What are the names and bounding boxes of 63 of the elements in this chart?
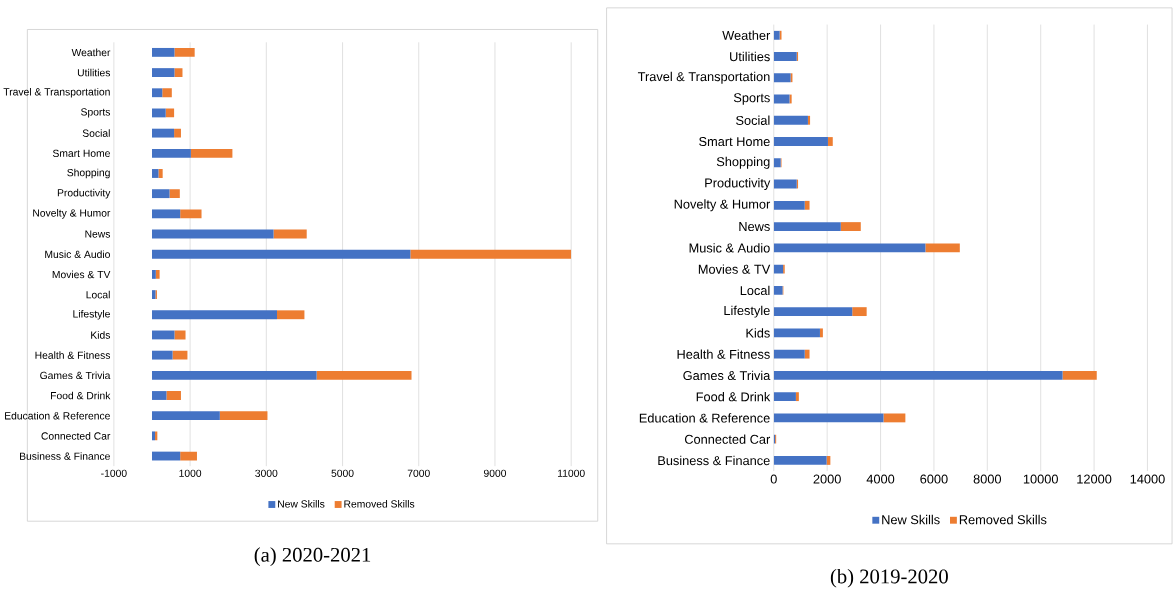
text: (b) 2019-2020 xyxy=(830,568,948,588)
y-tick-label: Connected Car xyxy=(41,432,111,440)
x-tick-label: 11000 xyxy=(557,469,585,477)
y-tick-label: Shopping xyxy=(67,168,110,179)
y-tick-label: Travel & Transportation xyxy=(3,87,110,98)
y-tick-label: News xyxy=(85,230,111,238)
x-tick-label: 2000 xyxy=(813,474,841,484)
y-tick-label: Business & Finance xyxy=(658,455,770,466)
y-tick-label: Education & Reference xyxy=(639,413,770,423)
y-tick-label: News xyxy=(739,222,770,232)
x-tick-label: 3000 xyxy=(255,469,278,477)
y-tick-label: Games & Trivia xyxy=(683,370,771,381)
legend-label: New Skills xyxy=(278,500,325,508)
y-tick-label: Smart Home xyxy=(699,137,770,147)
x-tick-label: 10000 xyxy=(1023,474,1058,484)
y-tick-label: Social xyxy=(82,129,110,137)
y-tick-label: Music & Audio xyxy=(45,250,110,259)
y-tick-label: Utilities xyxy=(730,51,770,62)
y-tick-label: Health & Fitness xyxy=(35,351,111,359)
y-tick-label: Local xyxy=(86,290,110,299)
y-tick-label: Movies & TV xyxy=(52,270,111,279)
x-tick-label: 5000 xyxy=(331,469,354,477)
y-tick-label: Games & Trivia xyxy=(40,371,111,380)
legend-label: New Skills xyxy=(882,514,940,525)
y-tick-label: Smart Home xyxy=(52,149,110,157)
y-tick-label: Weather xyxy=(722,30,771,40)
x-tick-label: 0 xyxy=(770,474,777,484)
legend-label: Removed Skills xyxy=(344,500,415,508)
y-tick-label: Kids xyxy=(91,331,111,339)
x-tick-label: -1000 xyxy=(101,469,127,477)
x-tick-label: 14000 xyxy=(1130,474,1165,484)
y-tick-label: Sports xyxy=(733,93,770,105)
y-tick-label: Education & Reference xyxy=(5,411,110,420)
x-tick-label: 8000 xyxy=(973,474,1002,484)
y-tick-label: Health & Fitness xyxy=(677,349,770,359)
y-tick-label: Novelty & Humor xyxy=(33,209,111,219)
y-tick-label: Travel & Transportation xyxy=(637,71,770,84)
y-tick-label: Movies & TV xyxy=(698,264,771,274)
y-tick-label: Sports xyxy=(81,108,111,118)
y-tick-label: Music & Audio xyxy=(689,243,770,253)
y-tick-label: Local xyxy=(740,285,770,296)
y-tick-label: Food & Drink xyxy=(696,391,771,402)
y-tick-label: Lifestyle xyxy=(73,309,110,320)
y-tick-label: Connected Car xyxy=(684,434,771,444)
y-tick-label: Productivity xyxy=(705,178,771,191)
legend-label: Removed Skills xyxy=(959,514,1047,525)
x-tick-label: 4000 xyxy=(866,474,895,484)
y-tick-label: Social xyxy=(736,115,770,125)
x-tick-label: 7000 xyxy=(407,469,430,477)
y-tick-label: Food & Drink xyxy=(51,391,111,400)
x-tick-label: 1000 xyxy=(179,469,202,477)
y-tick-label: Kids xyxy=(746,328,770,338)
x-tick-label: 12000 xyxy=(1077,474,1112,484)
x-tick-label: 6000 xyxy=(920,474,948,484)
y-tick-label: Business & Finance xyxy=(20,452,110,460)
y-tick-label: Utilities xyxy=(77,68,111,77)
text: (a) 2020-2021 xyxy=(254,547,371,566)
y-tick-label: Shopping xyxy=(716,156,770,169)
y-tick-label: Productivity xyxy=(57,188,111,199)
x-tick-label: 9000 xyxy=(483,469,507,477)
y-tick-label: Lifestyle xyxy=(724,305,770,318)
y-tick-label: Weather xyxy=(71,48,111,57)
y-tick-label: Novelty & Humor xyxy=(674,199,771,212)
